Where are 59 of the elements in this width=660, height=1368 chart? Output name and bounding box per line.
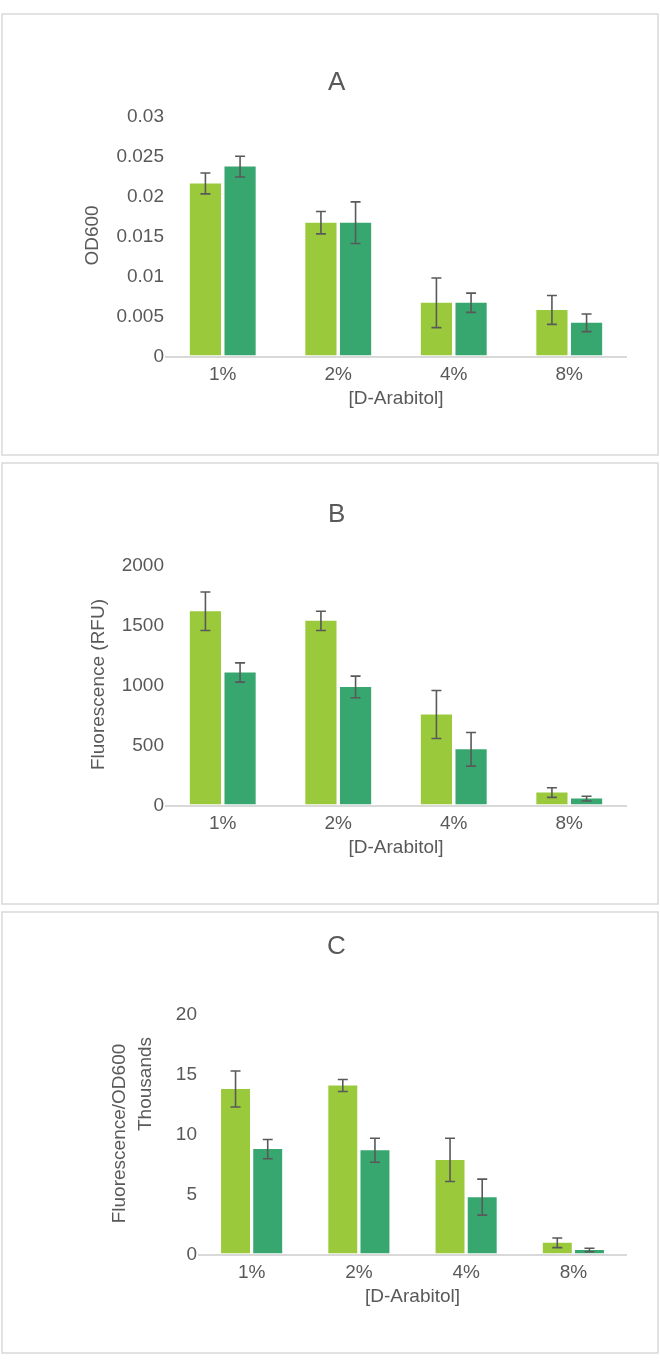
x-tick-label: 1% [209, 363, 237, 385]
y-tick-label: 0 [153, 794, 164, 816]
y-axis-title: Fluorescence/OD600 [107, 1043, 129, 1224]
bar [189, 611, 222, 805]
bar [224, 166, 256, 356]
bar [455, 302, 487, 356]
y-tick-label: 20 [175, 1003, 197, 1025]
bar [420, 714, 453, 805]
x-tick-label: 1% [237, 1261, 266, 1283]
x-tick-label: 4% [440, 812, 468, 834]
text: Thousands [134, 1036, 156, 1131]
x-tick-label: 8% [555, 363, 584, 385]
bar [455, 749, 487, 805]
y-tick-label: 500 [132, 734, 164, 756]
y-tick-label: 0.03 [127, 105, 164, 127]
chart-title: B [328, 498, 346, 528]
bar [189, 183, 222, 356]
chart-title: A [328, 66, 346, 96]
y-tick-label: 0 [153, 345, 164, 367]
y-tick-label: 10 [175, 1123, 197, 1145]
y-tick-label: 0.01 [127, 265, 164, 287]
bar [339, 222, 372, 356]
x-tick-label: 2% [345, 1261, 373, 1283]
bar [360, 1150, 390, 1254]
x-tick-label: 2% [324, 812, 353, 834]
x-axis-title: [D-Arabitol] [348, 387, 444, 409]
y-tick-label: 0.025 [116, 145, 164, 167]
x-tick-label: 4% [452, 1261, 480, 1283]
x-tick-label: 4% [440, 363, 468, 385]
y-tick-label: 2000 [121, 554, 164, 576]
bar [253, 1149, 283, 1254]
x-tick-label: 8% [555, 812, 584, 834]
bar [224, 672, 256, 805]
y-axis-title: Fluorescence (RFU) [86, 598, 108, 771]
y-tick-label: 5 [186, 1183, 197, 1205]
y-axis-title: OD600 [81, 205, 103, 266]
bar [536, 309, 568, 356]
y-tick-label: 0.015 [116, 225, 164, 247]
x-tick-label: 2% [324, 363, 353, 385]
bar [467, 1197, 497, 1254]
bar [305, 222, 337, 356]
x-axis-title: [D-Arabitol] [348, 836, 444, 858]
chart-title: C [327, 930, 346, 960]
bar [305, 620, 337, 805]
y-tick-label: 0 [186, 1243, 197, 1265]
bar [221, 1089, 251, 1254]
x-tick-label: 8% [559, 1261, 588, 1283]
x-axis-title: [D-Arabitol] [364, 1285, 461, 1307]
y-tick-label: 0.02 [127, 185, 164, 207]
y-tick-label: 15 [175, 1063, 197, 1085]
bar [435, 1159, 465, 1254]
bar [420, 302, 453, 356]
y-tick-label: 1000 [121, 674, 164, 696]
y-tick-label: 0.005 [116, 305, 164, 327]
bar [339, 686, 372, 805]
bar [570, 322, 603, 356]
x-tick-label: 1% [209, 812, 237, 834]
bar [328, 1085, 358, 1254]
y-tick-label: 1500 [121, 614, 164, 636]
